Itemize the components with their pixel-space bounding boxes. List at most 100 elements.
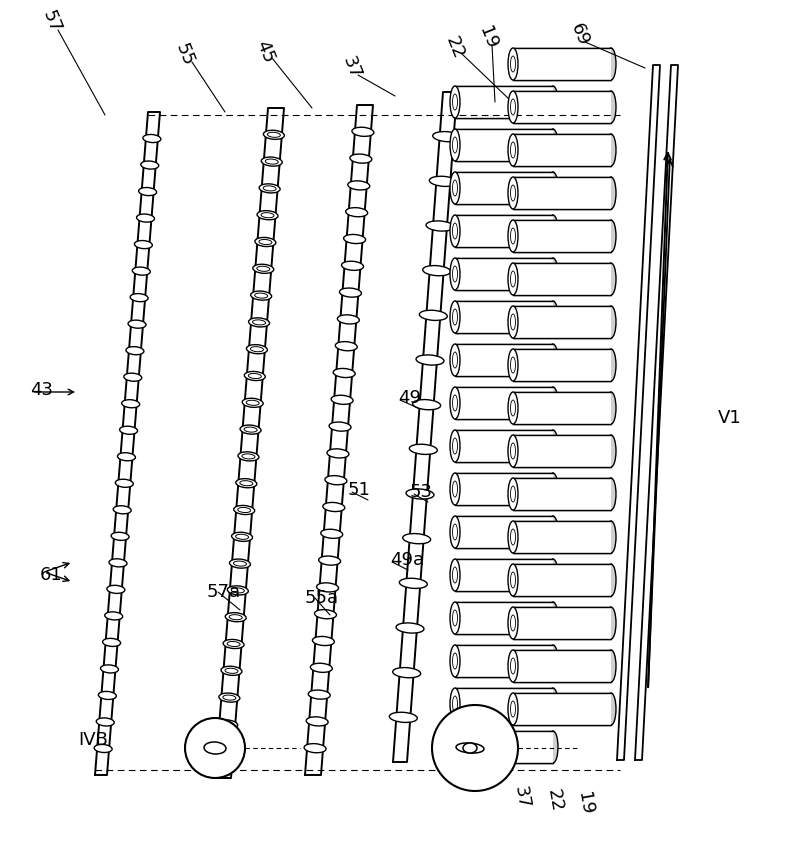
Ellipse shape [138,187,157,196]
Ellipse shape [217,720,238,729]
Ellipse shape [119,426,138,434]
Ellipse shape [548,301,558,333]
Text: 57: 57 [39,8,65,36]
Text: 43: 43 [30,381,53,399]
Ellipse shape [240,425,261,434]
Ellipse shape [223,639,244,649]
Ellipse shape [230,559,250,568]
Ellipse shape [450,301,460,333]
Polygon shape [513,693,611,725]
Polygon shape [513,91,611,123]
Ellipse shape [450,473,460,505]
Polygon shape [305,105,373,775]
Ellipse shape [390,712,418,722]
Ellipse shape [508,263,518,295]
Ellipse shape [214,746,235,756]
Ellipse shape [548,129,558,161]
Ellipse shape [98,692,116,699]
Ellipse shape [234,505,254,514]
Ellipse shape [606,564,616,596]
Ellipse shape [430,176,458,187]
Ellipse shape [508,134,518,166]
Ellipse shape [402,533,430,544]
Ellipse shape [450,129,460,161]
Ellipse shape [508,306,518,338]
Ellipse shape [323,502,345,512]
Polygon shape [95,112,160,775]
Ellipse shape [250,291,272,300]
Polygon shape [513,478,611,510]
Ellipse shape [606,435,616,467]
Text: 45: 45 [252,38,278,66]
Ellipse shape [606,177,616,209]
Ellipse shape [339,288,362,297]
Ellipse shape [244,372,266,381]
Ellipse shape [548,430,558,462]
Ellipse shape [450,731,460,763]
Ellipse shape [393,668,421,678]
Ellipse shape [508,435,518,467]
Ellipse shape [94,745,112,752]
Ellipse shape [314,609,337,619]
Text: 57a: 57a [207,583,241,601]
Ellipse shape [255,237,276,247]
Ellipse shape [329,422,351,431]
Ellipse shape [456,743,484,753]
Ellipse shape [606,392,616,424]
Polygon shape [455,473,553,505]
Ellipse shape [508,607,518,639]
Ellipse shape [132,267,150,275]
Circle shape [185,718,245,778]
Ellipse shape [204,742,226,754]
Ellipse shape [450,172,460,204]
Ellipse shape [128,320,146,328]
Ellipse shape [318,556,341,565]
Ellipse shape [246,345,267,354]
Ellipse shape [111,532,129,540]
Ellipse shape [410,444,438,455]
Text: IVB: IVB [78,731,108,749]
Ellipse shape [450,688,460,720]
Ellipse shape [331,395,353,404]
Ellipse shape [350,154,372,163]
Ellipse shape [508,91,518,123]
Polygon shape [513,306,611,338]
Polygon shape [455,86,553,118]
Ellipse shape [450,215,460,247]
Ellipse shape [346,208,368,217]
Polygon shape [455,731,553,763]
Ellipse shape [413,400,441,410]
Polygon shape [513,521,611,553]
Ellipse shape [433,132,461,142]
Ellipse shape [396,623,424,633]
Ellipse shape [338,315,359,324]
Polygon shape [455,602,553,634]
Ellipse shape [399,579,427,588]
Ellipse shape [508,48,518,80]
Ellipse shape [334,368,355,377]
Ellipse shape [219,693,240,702]
Ellipse shape [508,478,518,510]
Ellipse shape [115,479,134,487]
Ellipse shape [508,220,518,252]
Text: 37: 37 [339,54,365,82]
Ellipse shape [96,718,114,726]
Ellipse shape [137,214,154,222]
Text: 19: 19 [475,24,501,52]
Ellipse shape [606,693,616,725]
Ellipse shape [450,387,460,419]
Polygon shape [455,387,553,419]
Ellipse shape [450,258,460,290]
Polygon shape [455,344,553,376]
Ellipse shape [548,602,558,634]
Polygon shape [455,645,553,677]
Text: 49a: 49a [390,551,424,569]
Polygon shape [393,92,457,762]
Ellipse shape [327,449,349,458]
Ellipse shape [548,172,558,204]
Text: 69: 69 [567,21,593,49]
Ellipse shape [548,559,558,591]
Ellipse shape [124,373,142,381]
Ellipse shape [422,265,450,276]
Polygon shape [513,607,611,639]
